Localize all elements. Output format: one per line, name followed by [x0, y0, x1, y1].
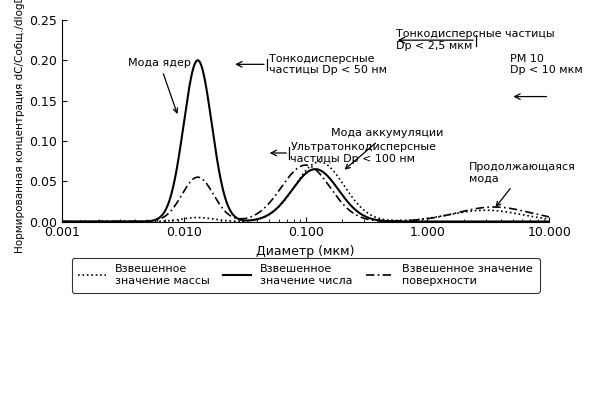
Взвешенное
значение массы	[245, 218, 253, 223]
Text: Тонкодисперсные частицы
Dp < 2,5 мкм: Тонкодисперсные частицы Dp < 2,5 мкм	[396, 29, 554, 51]
Взвешенное значение
поверхности	[302, 163, 310, 168]
Взвешенное
значение числа	[58, 219, 65, 224]
Line: Взвешенное
значение массы: Взвешенное значение массы	[62, 162, 550, 222]
Взвешенное значение
поверхности	[536, 212, 544, 217]
X-axis label: Диаметр (мкм): Диаметр (мкм)	[256, 245, 355, 258]
Y-axis label: Нормированная концентрация dC/Cобщ./dlogDp: Нормированная концентрация dC/Cобщ./dlog…	[15, 0, 25, 253]
Line: Взвешенное
значение числа: Взвешенное значение числа	[62, 60, 550, 222]
Взвешенное значение
поверхности	[484, 205, 491, 210]
Взвешенное
значение числа	[536, 219, 544, 224]
Text: PM 10
Dp < 10 мкм: PM 10 Dp < 10 мкм	[511, 54, 583, 75]
Взвешенное
значение массы	[114, 219, 121, 224]
Взвешенное
значение числа	[266, 211, 274, 216]
Взвешенное значение
поверхности	[58, 219, 65, 224]
Взвешенное
значение числа	[114, 219, 121, 224]
Text: Мода ядер: Мода ядер	[128, 58, 191, 113]
Взвешенное
значение числа	[194, 58, 201, 63]
Взвешенное
значение массы	[143, 219, 150, 224]
Взвешенное
значение массы	[316, 160, 323, 164]
Взвешенное
значение числа	[245, 218, 253, 223]
Взвешенное
значение числа	[546, 219, 553, 224]
Legend: Взвешенное
значение массы, Взвешенное
значение числа, Взвешенное значение
поверх: Взвешенное значение массы, Взвешенное зн…	[71, 258, 539, 292]
Взвешенное
значение массы	[484, 208, 491, 213]
Взвешенное значение
поверхности	[143, 219, 150, 224]
Text: Ультратонкодисперсные
частицы Dp < 100 нм: Ультратонкодисперсные частицы Dp < 100 н…	[290, 142, 436, 164]
Взвешенное значение
поверхности	[245, 215, 253, 220]
Text: Тонкодисперсные
частицы Dp < 50 нм: Тонкодисперсные частицы Dp < 50 нм	[269, 54, 387, 75]
Взвешенное
значение массы	[266, 212, 274, 216]
Взвешенное значение
поверхности	[114, 219, 121, 224]
Взвешенное
значение массы	[546, 217, 553, 222]
Взвешенное
значение массы	[536, 215, 544, 220]
Взвешенное
значение массы	[58, 219, 65, 224]
Text: Мода аккумуляции: Мода аккумуляции	[331, 128, 443, 169]
Взвешенное значение
поверхности	[266, 200, 274, 204]
Line: Взвешенное значение
поверхности: Взвешенное значение поверхности	[62, 165, 550, 222]
Взвешенное значение
поверхности	[546, 214, 553, 219]
Взвешенное
значение числа	[143, 219, 150, 224]
Text: Продолжающаяся
мода: Продолжающаяся мода	[469, 162, 576, 206]
Взвешенное
значение числа	[484, 219, 491, 224]
